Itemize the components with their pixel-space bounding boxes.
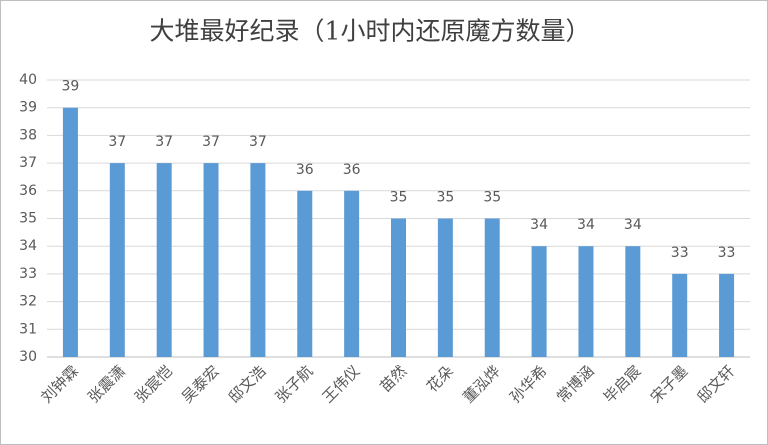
y-tick-label: 40 [19,72,37,88]
data-label: 34 [624,217,642,233]
bar [156,163,172,357]
data-label: 33 [671,245,689,261]
bar [625,246,641,357]
data-label: 39 [62,79,80,95]
bar [344,190,360,357]
bar [62,107,78,357]
y-tick-label: 39 [19,100,37,116]
bar [297,190,313,357]
y-tick-label: 32 [19,294,37,310]
data-label: 35 [390,190,408,206]
y-tick-label: 31 [19,321,37,337]
data-label: 36 [296,162,314,178]
bar [391,218,406,357]
chart-title: 大堆最好纪录（1小时内还原魔方数量） [150,17,591,46]
bar [250,163,266,357]
y-tick-label: 34 [19,238,37,254]
bar [531,246,547,357]
y-tick-label: 33 [19,266,37,282]
data-label: 33 [718,245,736,261]
data-label: 37 [249,134,267,150]
data-label: 36 [343,162,361,178]
data-label: 34 [530,217,548,233]
data-label: 37 [155,134,173,150]
y-tick-label: 37 [19,155,37,171]
data-label: 34 [577,217,595,233]
bar [484,218,500,357]
data-label: 37 [202,134,220,150]
data-label: 37 [108,134,126,150]
bar [578,246,594,357]
y-tick-label: 35 [19,211,37,227]
bar [203,163,219,357]
data-label: 35 [436,190,454,206]
bar [672,273,688,357]
data-label: 35 [483,190,501,206]
y-tick-label: 36 [19,183,37,199]
y-tick-label: 38 [19,127,37,143]
bar [109,163,125,357]
bar [719,273,735,357]
y-tick-label: 30 [19,349,37,365]
bar [437,218,453,357]
